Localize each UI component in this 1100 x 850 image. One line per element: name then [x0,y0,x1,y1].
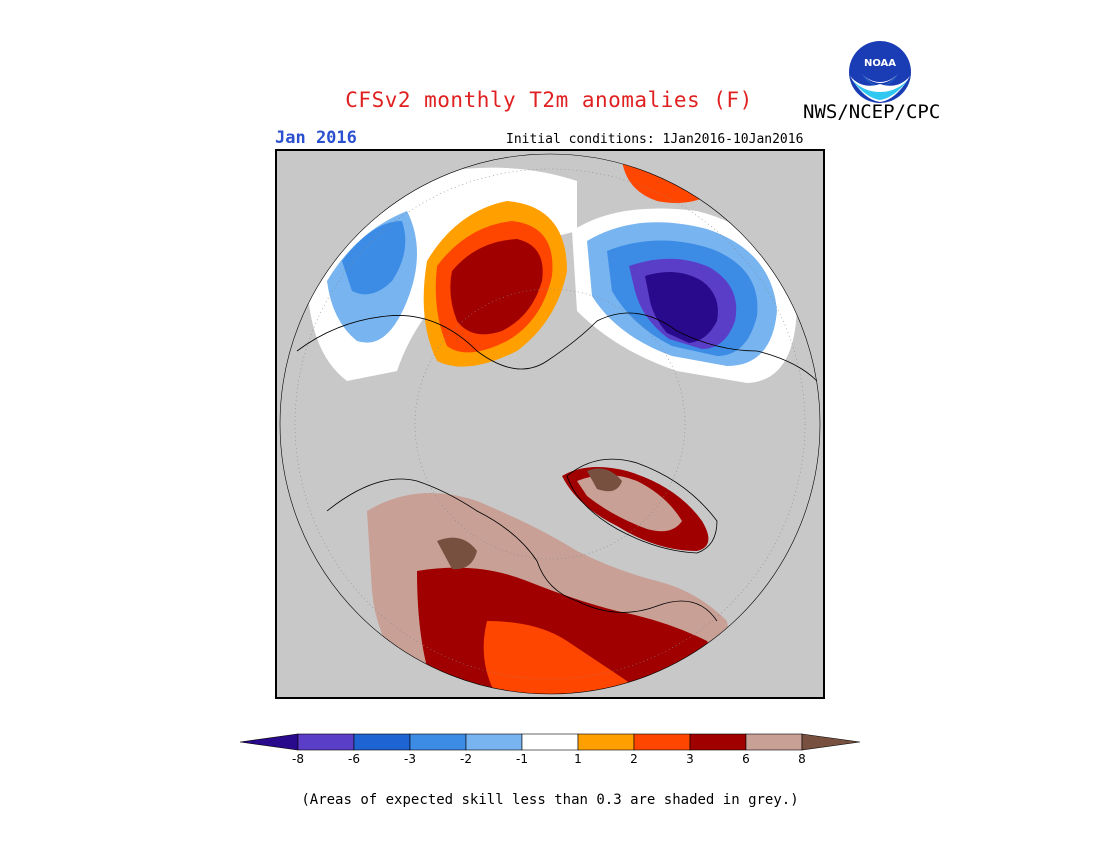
agency-label: NWS/NCEP/CPC [803,101,941,123]
chart-title: CFSv2 monthly T2m anomalies (F) [0,88,1100,112]
colorbar-tick-label: -6 [348,752,360,766]
coastline-eurasia [296,312,818,382]
colorbar-swatch [633,733,691,751]
polar-map [277,151,823,697]
coastline-greenland [566,458,718,554]
colorbar-swatch [689,733,747,751]
month-label: Jan 2016 [275,128,357,148]
colorbar-tick-label: 8 [798,752,806,766]
skill-footnote: (Areas of expected skill less than 0.3 a… [301,792,799,808]
colorbar-swatch [297,733,355,751]
colorbar-swatch [465,733,523,751]
initial-conditions-label: Initial conditions: 1Jan2016-10Jan2016 [506,132,804,147]
latitude-circle [414,288,686,560]
colorbar-swatch [353,733,411,751]
colorbar-swatch [577,733,635,751]
colorbar-tick-label: -2 [460,752,472,766]
chart-title-text: CFSv2 monthly T2m anomalies (F) [345,88,753,112]
colorbar-swatch [745,733,803,751]
anomaly-region-asia-cold-minus3 [342,221,406,295]
anomaly-region-na-plus3 [483,621,637,694]
anomaly-region-greenland-plus8-dark [587,468,622,492]
anomaly-region-na-plus8-dark [437,537,477,570]
anomaly-region-siberia-warm-6 [450,239,543,335]
colorbar-tick-label: 1 [574,752,582,766]
noaa-logo: NOAA [849,41,911,103]
anomaly-region-europe-minus8 [645,272,718,343]
latitude-circle-outer [294,168,806,680]
coastline-north-america [326,478,718,622]
map-panel [275,149,825,699]
colorbar-arrow-low [240,733,299,751]
colorbar-swatch [409,733,467,751]
colorbar-tick-label: 6 [742,752,750,766]
colorbar-tick-label: 3 [686,752,694,766]
colorbar-tick-label: -1 [516,752,528,766]
colorbar-tick-label: -3 [404,752,416,766]
colorbar-tick-label: -8 [292,752,304,766]
colorbar-arrow-high [801,733,861,751]
colorbar-swatch [521,733,579,751]
map-disk-outline [279,153,821,695]
colorbar [240,733,861,751]
logo-text: NOAA [864,58,896,69]
colorbar-tick-label: 2 [630,752,638,766]
